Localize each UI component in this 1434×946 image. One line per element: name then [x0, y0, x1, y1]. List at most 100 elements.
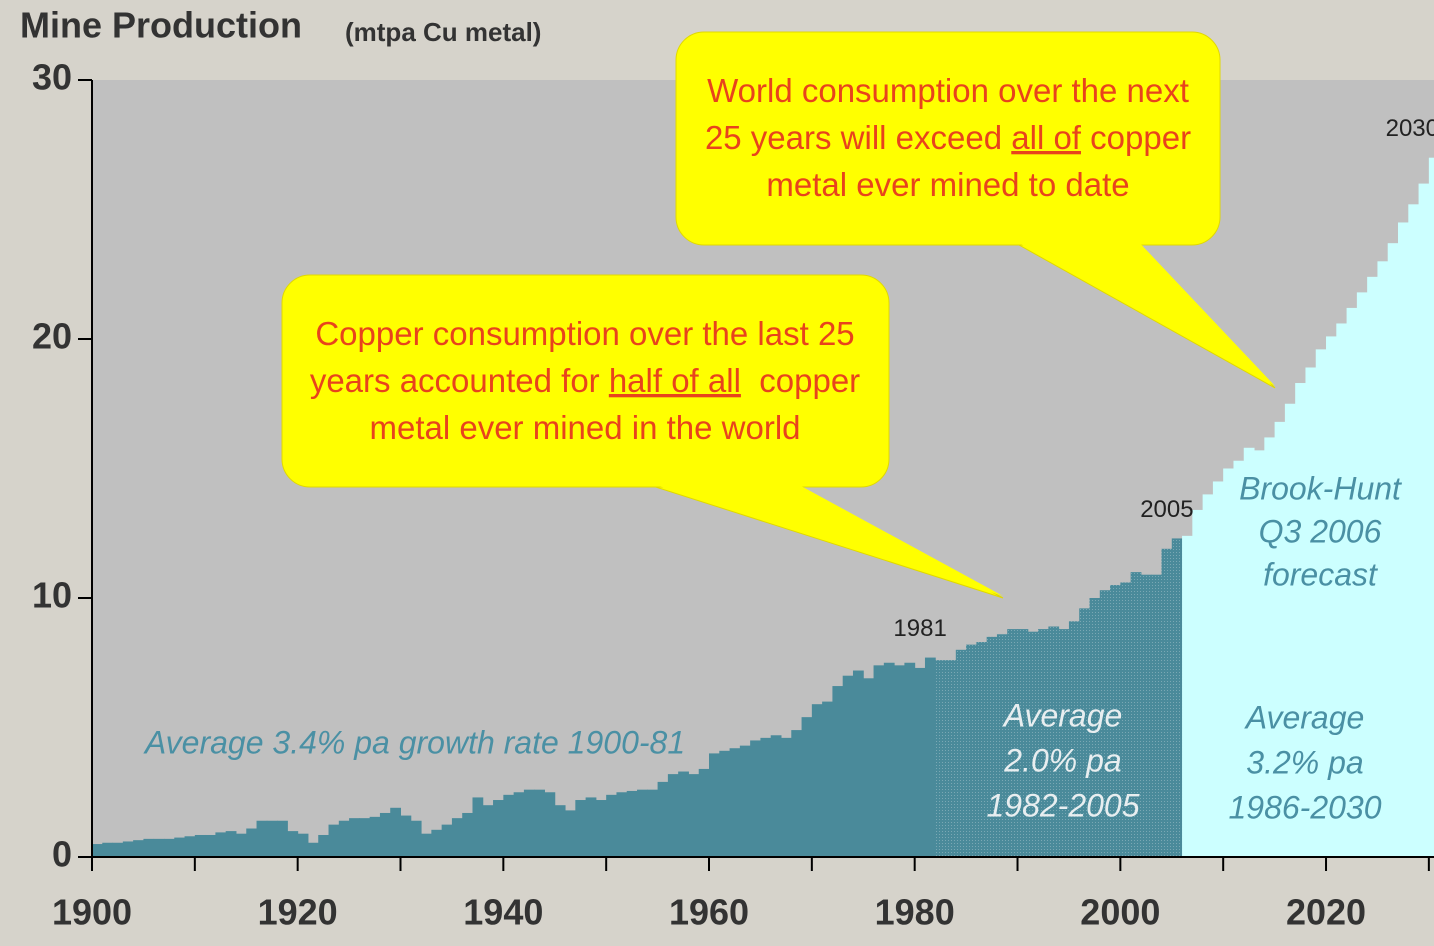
bar [1418, 183, 1430, 858]
bar [760, 737, 772, 857]
bar [1367, 276, 1378, 858]
bar [883, 662, 895, 857]
bar [379, 812, 391, 857]
bar [996, 634, 1008, 857]
bar [1161, 548, 1173, 857]
callout-text-part: copper [1081, 119, 1191, 156]
bar [698, 768, 710, 857]
chart-subtitle: (mtpa Cu metal) [345, 17, 541, 47]
bar [503, 794, 515, 857]
bar [842, 675, 854, 857]
bar [133, 840, 144, 857]
bar [277, 820, 288, 857]
bar [1346, 307, 1358, 857]
bar [1284, 403, 1296, 857]
bar [986, 636, 998, 857]
bar [215, 832, 227, 857]
bar [462, 812, 473, 857]
callout-text-part: half of all [609, 362, 741, 399]
annotation: Brook-Hunt [1239, 470, 1402, 506]
bar [1130, 572, 1142, 857]
bar [606, 794, 617, 857]
callout-text-part: World consumption over the next [707, 72, 1189, 109]
bar [616, 792, 628, 857]
bar [534, 789, 545, 857]
bar [297, 833, 309, 857]
bar [873, 665, 885, 857]
callout-text-part: all of [1011, 119, 1082, 156]
annotation: Average [1244, 699, 1365, 735]
bar [256, 820, 268, 857]
bar [585, 797, 597, 857]
bar [1336, 323, 1348, 858]
bar [1202, 494, 1214, 857]
bar [1120, 582, 1132, 857]
bar [688, 774, 700, 857]
bar [307, 842, 319, 857]
x-tick-label: 1900 [52, 892, 132, 933]
bar [184, 836, 196, 857]
bar [626, 790, 638, 857]
annotation: 3.2% pa [1246, 744, 1363, 780]
bar [729, 748, 741, 857]
bar [863, 678, 875, 857]
callout-box [281, 274, 890, 488]
bar [1387, 243, 1399, 858]
bar [894, 665, 905, 857]
bar [431, 829, 443, 857]
x-tick-label: 1960 [669, 892, 749, 933]
bar [647, 789, 659, 857]
bar [791, 730, 803, 857]
bar [421, 833, 432, 857]
bar [544, 792, 556, 857]
bar [811, 704, 823, 857]
bar [400, 815, 412, 857]
annotation: Average 3.4% pa growth rate 1900-81 [143, 724, 685, 760]
bar [914, 667, 926, 857]
bar [122, 841, 134, 857]
bar [1099, 590, 1111, 857]
bar [174, 837, 186, 857]
bar [966, 644, 977, 857]
bar [1398, 222, 1409, 857]
bar [163, 838, 175, 857]
callout-join [1010, 238, 1275, 386]
bar [780, 737, 792, 857]
callout-text: metal ever mined in the world [369, 409, 800, 446]
y-tick-label: 10 [32, 575, 72, 616]
callout-text: metal ever mined to date [766, 166, 1129, 203]
annotation: 1986-2030 [1228, 789, 1381, 825]
bar [287, 831, 299, 857]
bar [1038, 629, 1049, 857]
bar [482, 805, 494, 857]
bar [1151, 574, 1162, 857]
chart-title: Mine Production [20, 5, 302, 46]
bar [523, 789, 535, 857]
bar [338, 820, 350, 857]
y-tick-label: 20 [32, 316, 72, 357]
bar [955, 649, 967, 857]
bar [410, 820, 422, 857]
bar [1089, 598, 1101, 857]
bar [328, 824, 340, 857]
point-label: 1981 [893, 615, 946, 642]
bar [205, 834, 216, 857]
bar [318, 834, 330, 857]
bar [349, 818, 360, 857]
bar [225, 831, 237, 857]
callout-text-part: 25 years will exceed [705, 119, 1011, 156]
bar [143, 838, 155, 857]
bar [1182, 535, 1193, 857]
callout-text-part: Copper consumption over the last 25 [315, 315, 854, 352]
bar [657, 781, 669, 857]
bar [1264, 437, 1276, 857]
bar [153, 838, 165, 857]
bar [1192, 509, 1204, 857]
bar [102, 842, 114, 857]
callout-text-part: metal ever mined to date [766, 166, 1129, 203]
bar [554, 805, 566, 857]
bar [1058, 629, 1070, 857]
point-label: 2030 [1386, 115, 1434, 142]
annotation: Q3 2006 [1259, 513, 1382, 549]
bar [1110, 585, 1121, 857]
